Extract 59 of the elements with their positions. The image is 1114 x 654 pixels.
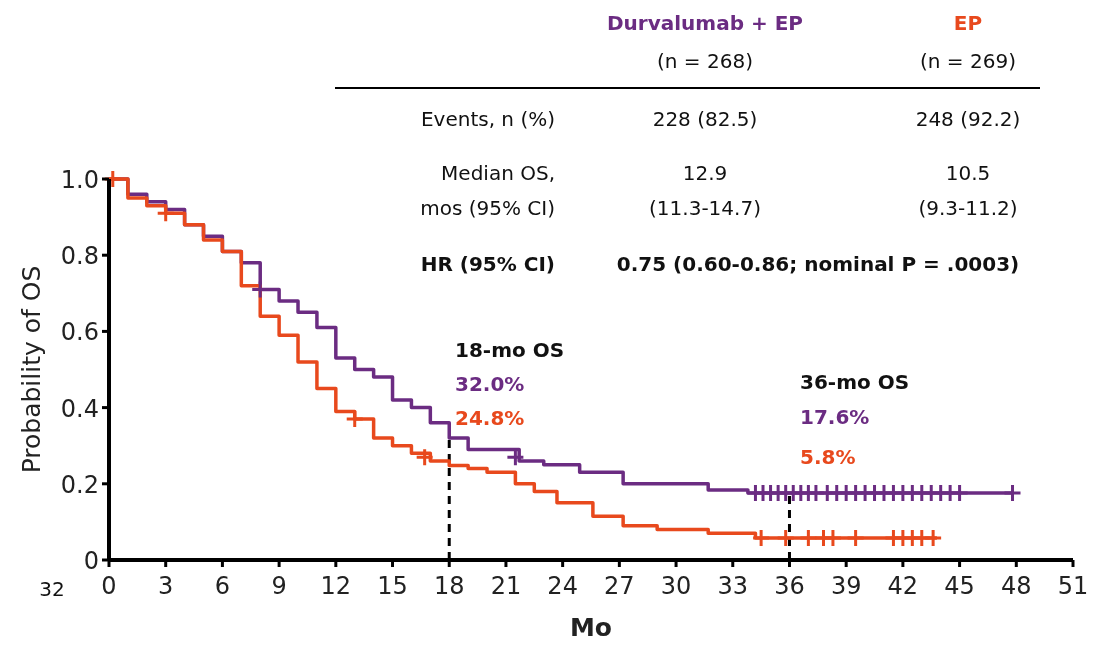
x-tick-label: 3	[158, 572, 174, 600]
x-tick-label: 6	[214, 572, 231, 600]
text: 228 (82.5)	[652, 107, 758, 131]
x-tick-label: 51	[1057, 572, 1089, 600]
point	[846, 528, 866, 548]
x-tick-label: 12	[320, 572, 352, 600]
x-tick-label: 48	[1001, 572, 1032, 600]
x-tick-label: 36	[774, 572, 805, 600]
annotation: (9.3-11.2)	[918, 196, 1018, 220]
x-tick-label: 39	[830, 572, 862, 600]
x-tick-label: 30	[660, 572, 692, 600]
annotation: HR (95% CI)	[420, 252, 555, 276]
x-tick-label: 42	[887, 572, 919, 600]
x-tick-label: 33	[717, 572, 749, 600]
x-tick-label: 15	[377, 572, 408, 600]
annotation: 24.8%	[455, 406, 525, 430]
y-tick-label: 0.6	[60, 318, 99, 347]
x-tick-label: 0	[101, 572, 117, 600]
text: EP	[953, 11, 983, 35]
annotation: 36-mo OS	[800, 370, 910, 394]
annotation: 5.8%	[800, 445, 856, 469]
point	[823, 528, 843, 548]
annotation: Median OS,	[441, 161, 555, 185]
text: 32	[39, 577, 65, 601]
annotation: mos (95% CI)	[420, 196, 555, 220]
annotation: (11.3-14.7)	[649, 196, 761, 220]
annotation: 10.5	[945, 161, 991, 185]
point	[776, 528, 796, 548]
annotation: 18-mo OS	[455, 338, 565, 362]
text: Durvalumab + EP	[607, 11, 803, 35]
y-tick-label: 0.4	[60, 394, 99, 423]
x-tick-label: 24	[547, 572, 578, 600]
annotation: 32.0%	[455, 372, 525, 396]
y-axis-title: Probability of OS	[17, 265, 46, 474]
point	[950, 483, 970, 503]
x-axis-title: Mo	[569, 613, 613, 642]
y-tick-label: 1.0	[60, 166, 99, 194]
point	[1003, 483, 1023, 503]
annotation: 12.9	[682, 161, 728, 185]
text: Events, n (%)	[420, 107, 555, 131]
text: 248 (92.2)	[915, 107, 1021, 131]
text: (n = 268)	[657, 49, 753, 73]
y-tick-label: 0.8	[60, 242, 99, 271]
annotation: 17.6%	[800, 405, 870, 429]
x-tick-label: 27	[604, 572, 635, 600]
point	[798, 528, 818, 548]
x-tick-label: 18	[433, 572, 465, 600]
point	[345, 409, 365, 429]
x-tick-label: 45	[944, 572, 975, 600]
point	[415, 447, 435, 467]
y-tick-label: 0.2	[60, 470, 99, 499]
x-tick-label: 9	[271, 572, 287, 600]
point	[923, 528, 943, 548]
text: (n = 269)	[920, 49, 1016, 73]
point	[156, 203, 176, 223]
annotation: 0.75 (0.60-0.86; nominal P = .0003)	[616, 252, 1020, 276]
point	[751, 528, 771, 548]
x-tick-label: 21	[490, 572, 522, 600]
y-tick-label: 0	[83, 547, 99, 575]
